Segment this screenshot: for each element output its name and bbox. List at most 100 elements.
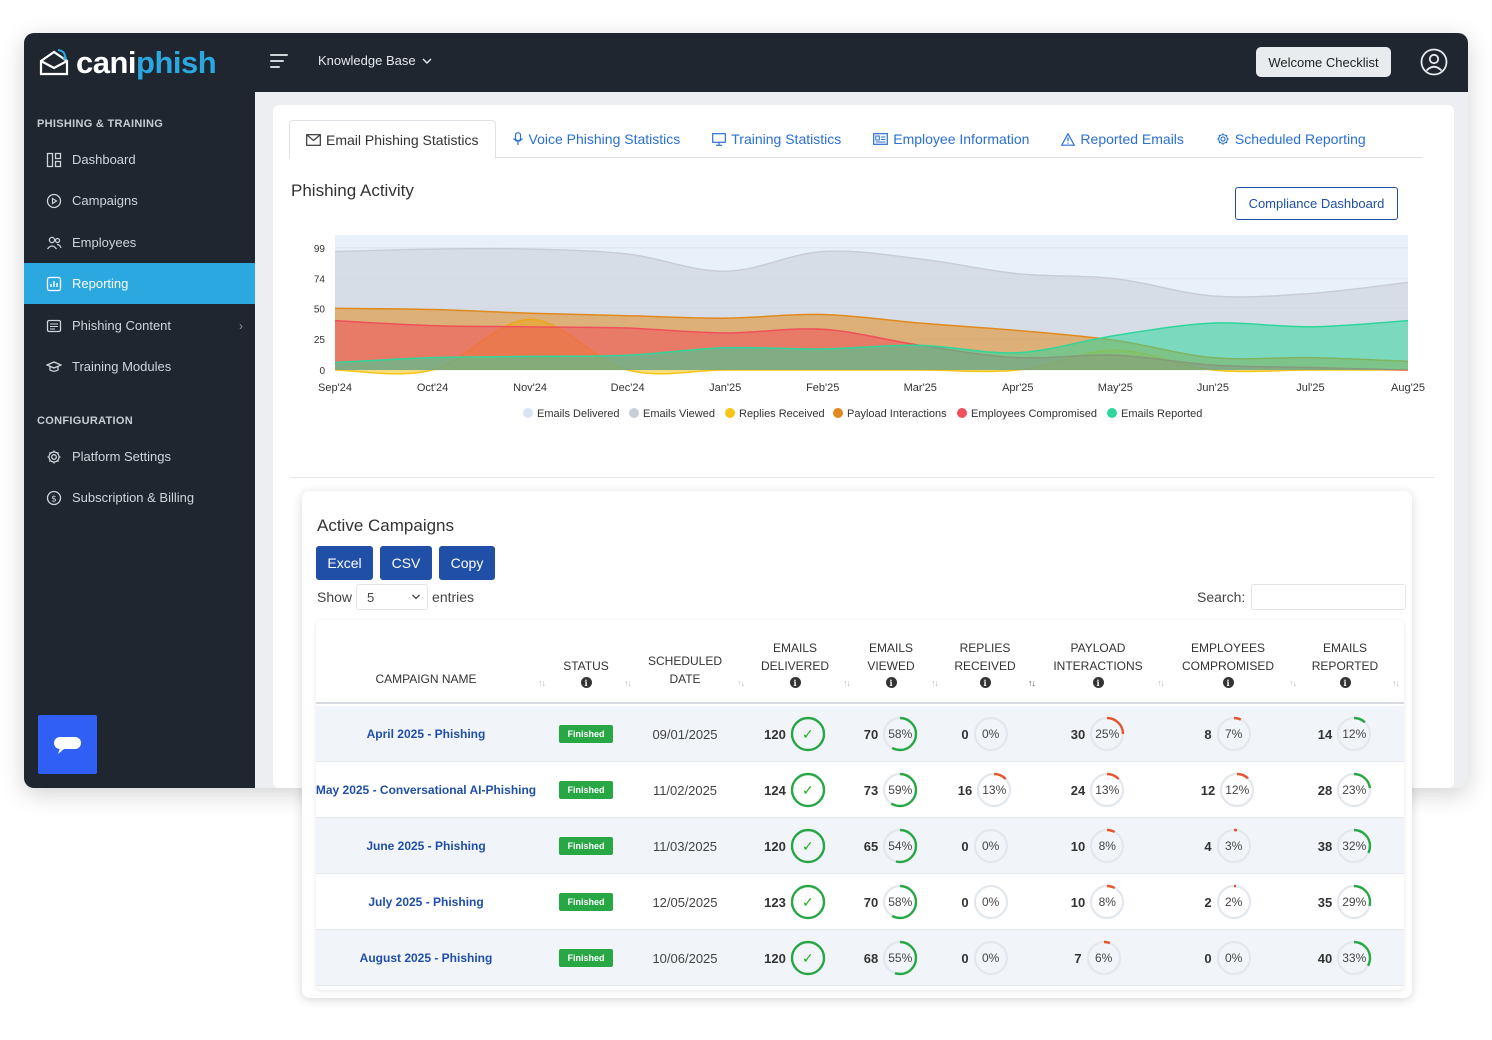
- info-icon[interactable]: i: [1092, 677, 1104, 688]
- sort-icon[interactable]: ↑↓: [1289, 678, 1297, 688]
- tab-training-statistics[interactable]: Training Statistics: [696, 120, 857, 158]
- percentage-ring: 13%: [976, 772, 1012, 808]
- chevron-down-icon: [422, 58, 432, 64]
- delivered-metric: 123 ✓: [764, 884, 826, 920]
- table-row[interactable]: June 2025 - Phishing Finished 11/03/2025 12…: [316, 818, 1404, 874]
- sidebar-item-dashboard[interactable]: Dashboard: [24, 139, 255, 180]
- knowledge-base-menu[interactable]: Knowledge Base: [318, 53, 432, 68]
- info-icon[interactable]: i: [580, 677, 592, 688]
- sort-icon[interactable]: ↑↓: [931, 678, 939, 688]
- csv-export-button[interactable]: CSV: [380, 546, 432, 580]
- entries-label: entries: [432, 589, 475, 605]
- percentage-label: 7%: [1224, 727, 1243, 741]
- sort-icon[interactable]: ↑↓: [1028, 678, 1036, 688]
- check-icon: ✓: [801, 949, 814, 966]
- column-header-viewed[interactable]: EMAILS VIEWED i: [851, 620, 931, 704]
- column-header-compromised[interactable]: EMPLOYEES COMPROMISED i: [1168, 620, 1288, 704]
- legend-label[interactable]: Emails Viewed: [643, 408, 715, 420]
- tab-scheduled-reporting[interactable]: Scheduled Reporting: [1200, 120, 1382, 158]
- percentage-label: 0%: [981, 895, 1000, 909]
- replies-metric: 0 0%: [961, 884, 1008, 920]
- sidebar-item-label: Phishing Content: [72, 318, 172, 333]
- excel-export-button[interactable]: Excel: [316, 546, 373, 580]
- x-tick-label: Aug'25: [1391, 382, 1425, 394]
- table-row[interactable]: April 2025 - Phishing Finished 09/01/2025 1…: [316, 706, 1404, 762]
- sidebar-item-platform-settings[interactable]: Platform Settings: [24, 436, 255, 477]
- campaign-name-link[interactable]: June 2025 - Phishing: [366, 839, 486, 853]
- campaign-name-link[interactable]: May 2025 - Conversational AI-Phishing: [316, 783, 537, 797]
- sort-icon[interactable]: ↑↓: [1157, 678, 1165, 688]
- tab-voice-phishing-statistics[interactable]: Voice Phishing Statistics: [496, 120, 697, 158]
- campaign-name-link[interactable]: August 2025 - Phishing: [359, 951, 493, 965]
- info-icon[interactable]: i: [1222, 677, 1234, 688]
- percentage-ring: 55%: [882, 940, 918, 976]
- delivered-check-ring: ✓: [790, 716, 826, 752]
- sidebar-item-phishing-content[interactable]: Phishing Content ›: [24, 305, 255, 346]
- column-header-payload[interactable]: PAYLOAD INTERACTIONS i: [1043, 620, 1153, 704]
- table-row[interactable]: July 2025 - Phishing Finished 12/05/2025 12…: [316, 874, 1404, 930]
- sort-icon[interactable]: ↑↓: [624, 678, 632, 688]
- compliance-dashboard-button[interactable]: Compliance Dashboard: [1235, 187, 1398, 220]
- column-header-status[interactable]: STATUS i: [556, 620, 616, 704]
- column-header-date[interactable]: SCHEDULED DATE: [635, 620, 735, 704]
- payload-cell: 10 8%: [1043, 874, 1153, 930]
- chat-widget-button[interactable]: [38, 715, 97, 774]
- legend-label[interactable]: Payload Interactions: [847, 408, 947, 420]
- delivered-count: 123: [764, 894, 786, 910]
- tab-employee-information[interactable]: Employee Information: [857, 120, 1045, 158]
- tab-email-phishing-statistics[interactable]: Email Phishing Statistics: [289, 120, 496, 159]
- search-input[interactable]: [1251, 584, 1407, 610]
- chevron-down-icon: [412, 594, 420, 600]
- column-header-reported[interactable]: EMAILS REPORTED i: [1290, 620, 1400, 704]
- replies-count: 16: [957, 782, 973, 798]
- info-icon[interactable]: i: [979, 677, 991, 688]
- sort-icon[interactable]: ↑↓: [1392, 678, 1400, 688]
- user-circle-icon[interactable]: [1420, 48, 1448, 76]
- x-tick-label: Jun'25: [1197, 382, 1229, 394]
- replies-metric: 0 0%: [961, 716, 1008, 752]
- compromised-cell: 2 2%: [1168, 874, 1288, 930]
- campaign-name-link[interactable]: July 2025 - Phishing: [368, 895, 484, 909]
- viewed-cell: 70 58%: [851, 874, 931, 930]
- percentage-ring: 0%: [973, 884, 1009, 920]
- check-icon: ✓: [801, 893, 814, 910]
- tab-reported-emails[interactable]: Reported Emails: [1045, 120, 1200, 158]
- sort-icon[interactable]: ↑↓: [843, 678, 851, 688]
- sort-icon[interactable]: ↑↓: [538, 678, 546, 688]
- page-size-select[interactable]: 5: [356, 584, 429, 610]
- table-row[interactable]: May 2025 - Conversational AI-Phishing Fin…: [316, 762, 1404, 818]
- sidebar-item-label: Training Modules: [72, 359, 172, 374]
- sidebar-item-employees[interactable]: Employees: [24, 222, 255, 263]
- info-icon[interactable]: i: [885, 677, 897, 688]
- logo[interactable]: caniphish: [38, 45, 217, 81]
- legend-label[interactable]: Emails Delivered: [537, 408, 620, 420]
- column-header-label: DATE: [669, 672, 701, 686]
- column-header-label: DELIVERED: [760, 659, 830, 673]
- delivered-metric: 120 ✓: [764, 828, 826, 864]
- legend-label[interactable]: Employees Compromised: [971, 408, 1097, 420]
- welcome-checklist-button[interactable]: Welcome Checklist: [1256, 47, 1391, 77]
- sidebar-item-training-modules[interactable]: Training Modules: [24, 346, 255, 387]
- legend-label[interactable]: Replies Received: [739, 408, 825, 420]
- copy-export-button[interactable]: Copy: [439, 546, 495, 580]
- sidebar-item-reporting[interactable]: Reporting: [24, 263, 255, 304]
- campaign-name-link[interactable]: April 2025 - Phishing: [366, 727, 486, 741]
- sort-icon[interactable]: ↑↓: [737, 678, 745, 688]
- column-header-replies[interactable]: REPLIES RECEIVED i: [945, 620, 1025, 704]
- info-icon[interactable]: i: [1339, 677, 1351, 688]
- sidebar-item-campaigns[interactable]: Campaigns: [24, 180, 255, 221]
- payload-cell: 24 13%: [1043, 762, 1153, 818]
- legend-label[interactable]: Emails Reported: [1121, 408, 1202, 420]
- column-header-delivered[interactable]: EMAILS DELIVERED i: [745, 620, 845, 704]
- reported-cell: 38 32%: [1290, 818, 1400, 874]
- chat-icon: [54, 737, 81, 754]
- compromised-count: 0: [1204, 950, 1212, 966]
- graduation-cap-icon: [46, 359, 62, 375]
- sidebar-item-subscription-billing[interactable]: $ Subscription & Billing: [24, 477, 255, 518]
- info-icon[interactable]: i: [789, 677, 801, 688]
- percentage-label: 0%: [981, 951, 1000, 965]
- scheduled-date-cell: 09/01/2025: [652, 726, 718, 742]
- hamburger-icon[interactable]: [270, 54, 288, 70]
- table-row[interactable]: August 2025 - Phishing Finished 10/06/2025…: [316, 930, 1404, 986]
- column-header-name[interactable]: CAMPAIGN NAME: [326, 620, 526, 704]
